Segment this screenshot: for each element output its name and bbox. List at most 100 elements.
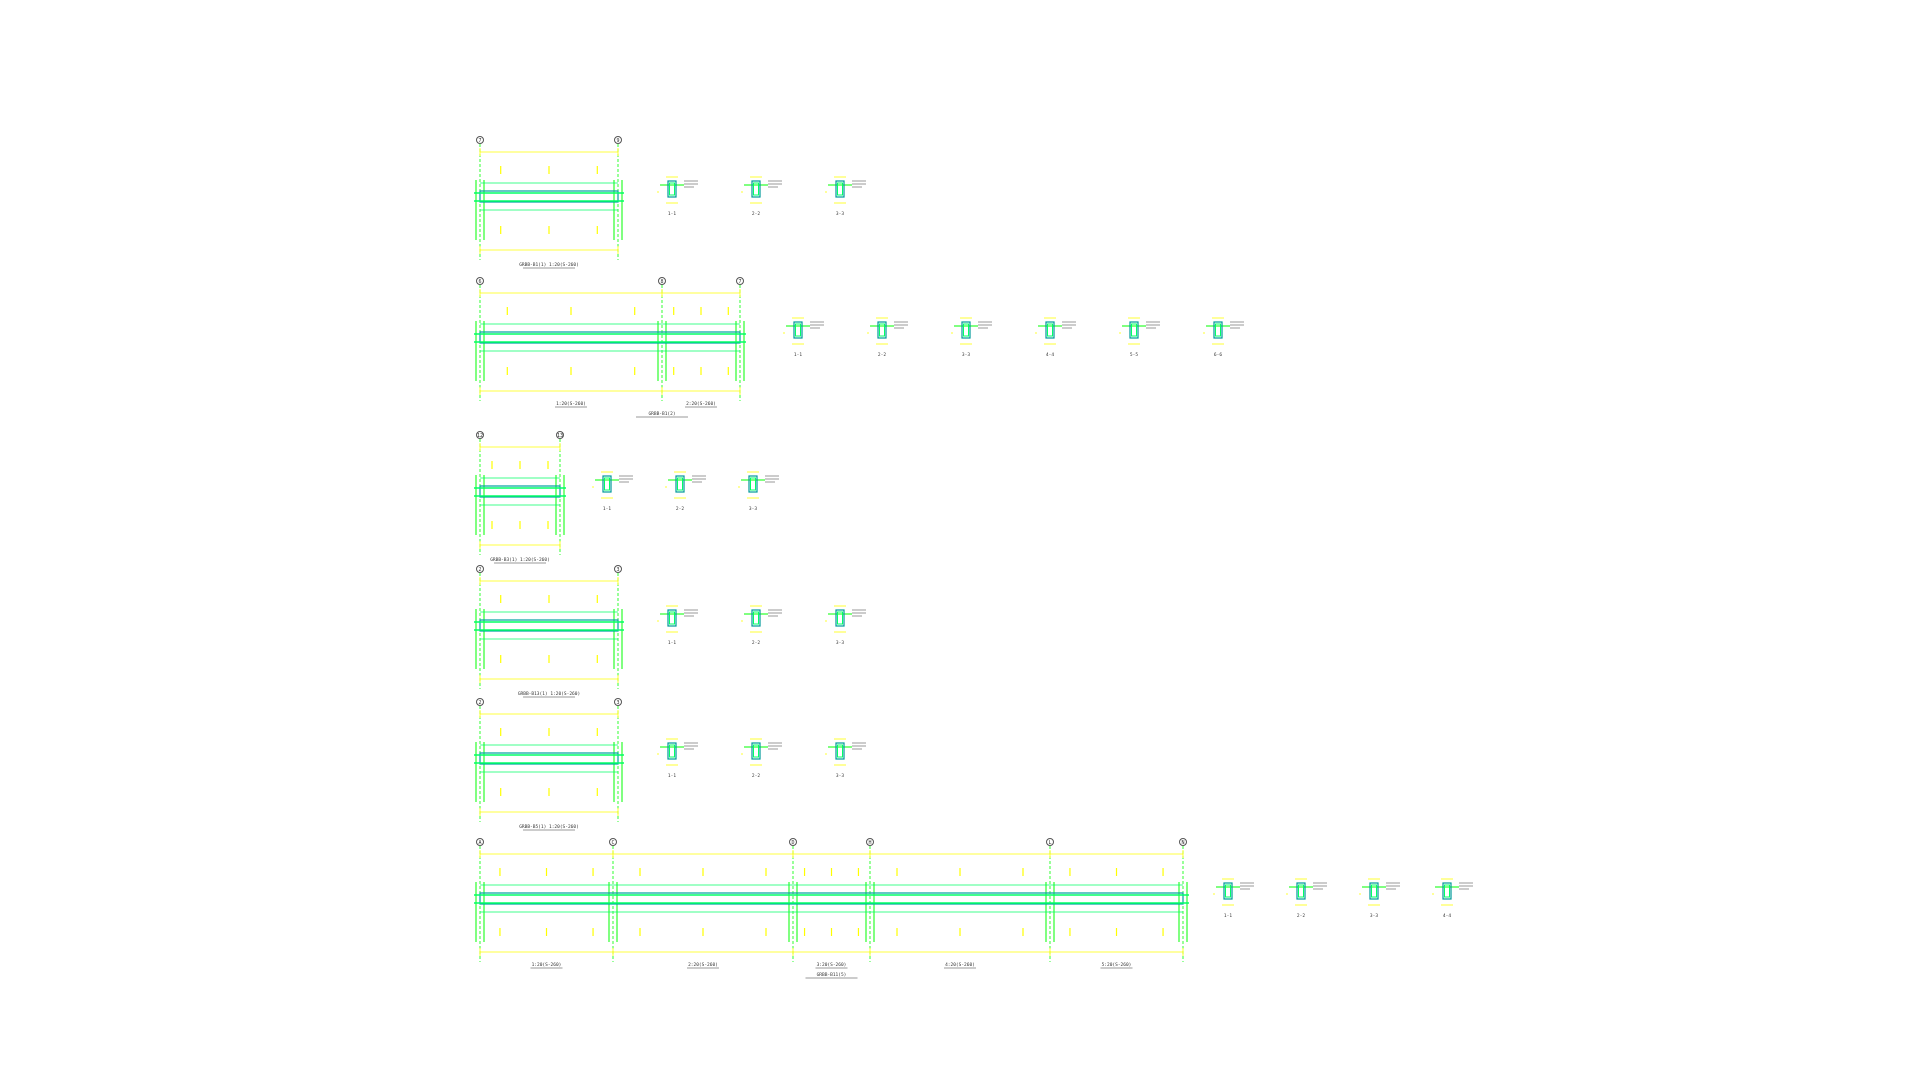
axis-bubble [476, 565, 484, 573]
axis-bubble [476, 277, 484, 285]
beam-title: GRBB-B11(5) [817, 972, 847, 978]
section-label: 2-2 [1297, 913, 1305, 919]
section-stirrup [837, 744, 843, 758]
section-label: 1-1 [603, 506, 611, 512]
section-stirrup [1444, 884, 1450, 898]
beam-title: GRBB-B3(1) 1:20(S-260) [490, 557, 550, 563]
section-label: 5-5 [1130, 352, 1138, 358]
section-label: 2-2 [752, 640, 760, 646]
axis-label: N [1181, 840, 1184, 846]
cross-section: 2-2 [741, 605, 782, 646]
section-label: 2-2 [752, 211, 760, 217]
section-outline [835, 609, 845, 627]
section-outline [751, 180, 761, 198]
cross-section: 3-3 [738, 471, 779, 512]
beam-drawing-6: A C D H L N 1:20(S-260) 2:20(S-260) 3:20(S-260) 4… [474, 838, 1473, 979]
section-label: 3-3 [836, 640, 844, 646]
span-label: 1:20(S-260) [532, 962, 562, 968]
axis-bubble [658, 277, 666, 285]
span-label: 2:20(S-260) [686, 401, 716, 407]
section-outline [748, 475, 758, 493]
section-stirrup [1215, 323, 1221, 337]
section-stirrup [604, 477, 610, 491]
axis-bubble [1179, 838, 1187, 846]
section-label: 3-3 [962, 352, 970, 358]
section-outline [961, 321, 971, 339]
beam-drawing-4: 2 3 GRBB-B13(1) 1:20(S-260) 1-1 2-2 3-3 [474, 565, 866, 698]
beam-outline [479, 619, 619, 632]
beam-drawing-5: 2 3 GRBB-B5(1) 1:20(S-260) 1-1 2-2 3-3 [474, 698, 866, 831]
beam-title: GRBB-B13(1) 1:20(S-260) [518, 691, 580, 697]
section-outline [751, 742, 761, 760]
cross-section: 1-1 [592, 471, 633, 512]
cross-section: 3-3 [951, 317, 992, 358]
span-label: 5:20(S-260) [1102, 962, 1132, 968]
section-outline [793, 321, 803, 339]
cross-section: 4-4 [1432, 878, 1473, 919]
section-stirrup [669, 182, 675, 196]
section-label: 4-4 [1046, 352, 1054, 358]
span-label: 3:20(S-260) [817, 962, 847, 968]
section-stirrup [753, 182, 759, 196]
section-label: 1-1 [1224, 913, 1232, 919]
section-stirrup [1225, 884, 1231, 898]
axis-label: 2 [478, 567, 481, 573]
axis-bubble [476, 698, 484, 706]
cross-section: 2-2 [1286, 878, 1327, 919]
axis-label: L [1048, 840, 1051, 846]
axis-bubble [476, 136, 484, 144]
beam-outline [479, 892, 1184, 905]
axis-bubble [614, 698, 622, 706]
section-outline [835, 180, 845, 198]
beam-drawing-1: 7 9 GRBB-B1(1) 1:20(S-260) 1-1 2-2 3-3 [474, 136, 866, 269]
section-label: 6-6 [1214, 352, 1222, 358]
axis-label: 8 [660, 279, 663, 285]
cross-section: 6-6 [1203, 317, 1244, 358]
axis-bubble [556, 431, 564, 439]
axis-bubble [1046, 838, 1054, 846]
axis-bubble [614, 565, 622, 573]
section-stirrup [753, 744, 759, 758]
beam-outline [479, 190, 619, 203]
axis-bubble [866, 838, 874, 846]
section-stirrup [750, 477, 756, 491]
section-stirrup [1371, 884, 1377, 898]
section-outline [1442, 882, 1452, 900]
section-outline [667, 742, 677, 760]
section-label: 2-2 [878, 352, 886, 358]
beam-title: GRBB-B1(2) [648, 411, 675, 417]
axis-label: 6 [478, 279, 481, 285]
section-outline [675, 475, 685, 493]
section-label: 2-2 [752, 773, 760, 779]
cross-section: 1-1 [657, 738, 698, 779]
cross-section: 3-3 [1359, 878, 1400, 919]
axis-label: 7 [738, 279, 741, 285]
cross-section: 3-3 [825, 605, 866, 646]
section-label: 3-3 [749, 506, 757, 512]
section-stirrup [837, 182, 843, 196]
section-stirrup [1298, 884, 1304, 898]
cross-section: 1-1 [657, 605, 698, 646]
cross-section: 5-5 [1119, 317, 1160, 358]
axis-label: 3 [616, 567, 619, 573]
axis-bubble [476, 838, 484, 846]
section-stirrup [669, 744, 675, 758]
axis-label: D [791, 840, 794, 846]
cross-section: 1-1 [657, 176, 698, 217]
section-label: 3-3 [836, 773, 844, 779]
section-stirrup [753, 611, 759, 625]
section-outline [602, 475, 612, 493]
cross-section: 1-1 [783, 317, 824, 358]
axis-label: A [478, 840, 481, 846]
section-stirrup [1047, 323, 1053, 337]
section-stirrup [795, 323, 801, 337]
section-stirrup [1131, 323, 1137, 337]
cross-section: 4-4 [1035, 317, 1076, 358]
axis-label: 13 [557, 433, 563, 439]
section-outline [877, 321, 887, 339]
span-label: 4:20(S-260) [945, 962, 975, 968]
beam-title: GRBB-B1(1) 1:20(S-260) [519, 262, 579, 268]
cross-section: 2-2 [741, 176, 782, 217]
section-outline [1223, 882, 1233, 900]
